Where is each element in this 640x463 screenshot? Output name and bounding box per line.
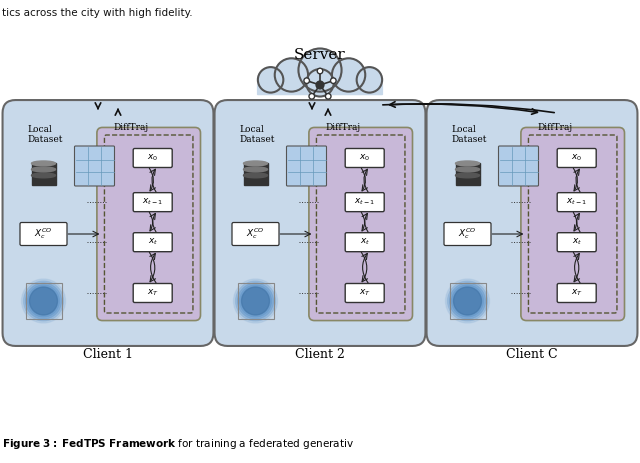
Text: $\bf{Figure\ 3:\ FedTPS\ Framework}$ for training a federated generativ: $\bf{Figure\ 3:\ FedTPS\ Framework}$ for…	[2, 437, 354, 451]
Ellipse shape	[243, 167, 268, 172]
Circle shape	[307, 69, 333, 96]
FancyBboxPatch shape	[3, 100, 214, 346]
FancyBboxPatch shape	[133, 233, 172, 252]
Text: DiffTraj: DiffTraj	[326, 123, 361, 132]
Text: Client 1: Client 1	[83, 348, 133, 361]
Circle shape	[241, 287, 269, 315]
Circle shape	[309, 94, 315, 99]
Text: $x_t$: $x_t$	[148, 237, 158, 247]
Ellipse shape	[456, 161, 479, 166]
Circle shape	[28, 285, 60, 317]
Circle shape	[356, 67, 382, 93]
FancyBboxPatch shape	[20, 223, 67, 245]
Circle shape	[298, 49, 342, 92]
Bar	[456, 163, 479, 185]
Circle shape	[445, 279, 490, 323]
FancyBboxPatch shape	[521, 127, 625, 320]
Circle shape	[234, 279, 278, 323]
FancyBboxPatch shape	[345, 283, 384, 302]
Text: Client C: Client C	[506, 348, 558, 361]
Text: $x_{t-1}$: $x_{t-1}$	[142, 197, 163, 207]
FancyBboxPatch shape	[287, 146, 326, 186]
Text: Server: Server	[294, 48, 346, 62]
Bar	[243, 163, 268, 185]
Text: $x_{t-1}$: $x_{t-1}$	[354, 197, 375, 207]
Ellipse shape	[31, 173, 56, 178]
FancyBboxPatch shape	[133, 149, 172, 168]
Circle shape	[304, 78, 310, 83]
Ellipse shape	[31, 167, 56, 172]
Circle shape	[22, 279, 65, 323]
Circle shape	[449, 283, 486, 319]
Circle shape	[237, 283, 273, 319]
Text: $x_0$: $x_0$	[359, 153, 371, 163]
Text: $x_T$: $x_T$	[147, 288, 159, 298]
Text: $x_{t-1}$: $x_{t-1}$	[566, 197, 588, 207]
FancyBboxPatch shape	[557, 233, 596, 252]
Circle shape	[258, 67, 284, 93]
FancyBboxPatch shape	[557, 149, 596, 168]
FancyBboxPatch shape	[426, 100, 637, 346]
Text: $X_c^{CO}$: $X_c^{CO}$	[458, 226, 477, 241]
Text: tics across the city with high fidelity.: tics across the city with high fidelity.	[2, 8, 193, 18]
Ellipse shape	[456, 167, 479, 172]
Ellipse shape	[456, 173, 479, 178]
FancyBboxPatch shape	[258, 85, 383, 94]
Text: Local
Dataset: Local Dataset	[239, 125, 275, 144]
FancyBboxPatch shape	[345, 149, 384, 168]
Text: $x_t$: $x_t$	[360, 237, 370, 247]
Circle shape	[325, 94, 331, 99]
FancyBboxPatch shape	[133, 283, 172, 302]
FancyBboxPatch shape	[444, 223, 491, 245]
FancyBboxPatch shape	[232, 223, 279, 245]
Ellipse shape	[31, 161, 56, 166]
FancyBboxPatch shape	[499, 146, 538, 186]
FancyBboxPatch shape	[557, 193, 596, 212]
Text: Client 2: Client 2	[295, 348, 345, 361]
FancyBboxPatch shape	[74, 146, 115, 186]
Circle shape	[454, 287, 481, 315]
Circle shape	[332, 58, 365, 92]
Circle shape	[275, 58, 308, 92]
FancyBboxPatch shape	[214, 100, 426, 346]
Circle shape	[451, 285, 483, 317]
Text: $x_T$: $x_T$	[571, 288, 582, 298]
Text: $x_0$: $x_0$	[571, 153, 582, 163]
FancyBboxPatch shape	[345, 233, 384, 252]
FancyBboxPatch shape	[345, 193, 384, 212]
Circle shape	[236, 281, 275, 321]
Text: $x_0$: $x_0$	[147, 153, 158, 163]
Text: Local
Dataset: Local Dataset	[28, 125, 63, 144]
Circle shape	[24, 281, 63, 321]
Circle shape	[29, 287, 58, 315]
FancyBboxPatch shape	[133, 193, 172, 212]
Circle shape	[239, 285, 271, 317]
Text: $x_T$: $x_T$	[359, 288, 371, 298]
Circle shape	[316, 81, 324, 89]
Circle shape	[330, 78, 336, 83]
FancyBboxPatch shape	[97, 127, 200, 320]
Circle shape	[447, 281, 488, 321]
Text: Local
Dataset: Local Dataset	[451, 125, 487, 144]
Text: DiffTraj: DiffTraj	[538, 123, 573, 132]
FancyBboxPatch shape	[557, 283, 596, 302]
FancyBboxPatch shape	[309, 127, 413, 320]
Text: $X_c^{CO}$: $X_c^{CO}$	[246, 226, 265, 241]
Circle shape	[26, 283, 61, 319]
Text: $X_c^{CO}$: $X_c^{CO}$	[35, 226, 52, 241]
Bar	[31, 163, 56, 185]
Ellipse shape	[243, 173, 268, 178]
Text: $x_t$: $x_t$	[572, 237, 582, 247]
Ellipse shape	[243, 161, 268, 166]
Circle shape	[317, 68, 323, 74]
Text: DiffTraj: DiffTraj	[113, 123, 148, 132]
